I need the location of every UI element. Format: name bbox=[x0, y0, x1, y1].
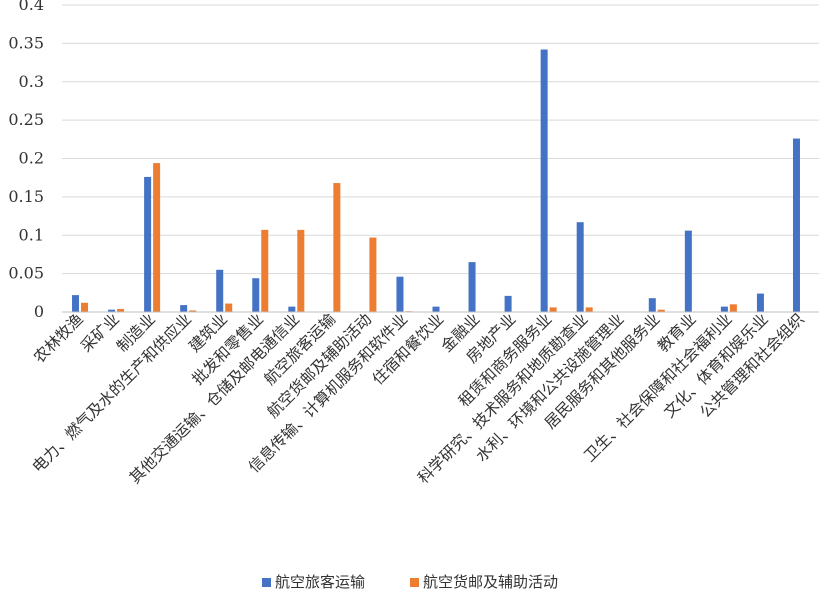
bar-series-1 bbox=[144, 176, 152, 312]
bar-series-1 bbox=[180, 305, 188, 312]
bar-series-2 bbox=[333, 183, 341, 312]
bar-series-1 bbox=[72, 295, 80, 312]
legend: 航空旅客运输 航空货邮及辅助活动 bbox=[262, 573, 558, 591]
bar-series-1 bbox=[216, 269, 224, 312]
bar-series-1 bbox=[792, 138, 800, 312]
y-tick-label: 0.25 bbox=[8, 110, 44, 129]
y-tick-label: 0.35 bbox=[8, 33, 44, 52]
legend-label: 航空旅客运输 bbox=[275, 573, 365, 591]
bar-series-2 bbox=[261, 229, 269, 312]
y-tick-label: 0.2 bbox=[19, 149, 44, 168]
bar-series-2 bbox=[729, 304, 737, 312]
y-tick-label: 0.1 bbox=[19, 225, 44, 244]
y-tick-label: 0.4 bbox=[19, 0, 44, 14]
y-tick-label: 0.05 bbox=[8, 264, 44, 283]
bar-series-2 bbox=[153, 163, 161, 312]
bar-series-2 bbox=[585, 307, 593, 312]
legend-swatch bbox=[410, 578, 419, 587]
bar-series-2 bbox=[549, 307, 557, 312]
x-axis-category-labels: 农林牧渔采矿业制造业电力、燃气及水的生产和供应业建筑业批发和零售业其他交通运输、… bbox=[28, 309, 808, 487]
bar-series-1 bbox=[108, 309, 116, 312]
bar-series-1 bbox=[684, 230, 692, 312]
bar-series-2 bbox=[657, 309, 665, 312]
bar-series-1 bbox=[756, 293, 764, 312]
bar-series-1 bbox=[576, 222, 584, 312]
bar-series-2 bbox=[369, 237, 377, 312]
bar-series-2 bbox=[189, 310, 197, 312]
bar-series-1 bbox=[252, 278, 260, 312]
bar-series-1 bbox=[504, 295, 512, 312]
bar-series-1 bbox=[396, 276, 404, 312]
gridlines bbox=[62, 4, 819, 275]
bar-series-2 bbox=[225, 303, 233, 312]
y-tick-label: 0 bbox=[34, 302, 44, 321]
y-tick-label: 0.3 bbox=[19, 72, 44, 91]
x-category-label: 采矿业 bbox=[77, 310, 123, 356]
legend-swatch bbox=[262, 578, 271, 587]
bar-series-1 bbox=[468, 262, 476, 312]
bar-series-2 bbox=[81, 302, 89, 312]
bars bbox=[72, 49, 800, 312]
legend-label: 航空货邮及辅助活动 bbox=[423, 573, 558, 591]
bar-series-2 bbox=[297, 229, 305, 312]
bar-series-1 bbox=[540, 49, 548, 312]
y-tick-label: 0.15 bbox=[8, 187, 44, 206]
bar-series-1 bbox=[648, 298, 656, 312]
bar-series-1 bbox=[288, 306, 296, 312]
y-axis-tick-labels: 0 0.05 0.1 0.15 0.2 0.25 0.3 0.35 0.4 bbox=[8, 0, 44, 321]
bar-series-1 bbox=[720, 306, 728, 312]
bar-series-2 bbox=[117, 308, 125, 312]
bar-series-1 bbox=[432, 306, 440, 312]
